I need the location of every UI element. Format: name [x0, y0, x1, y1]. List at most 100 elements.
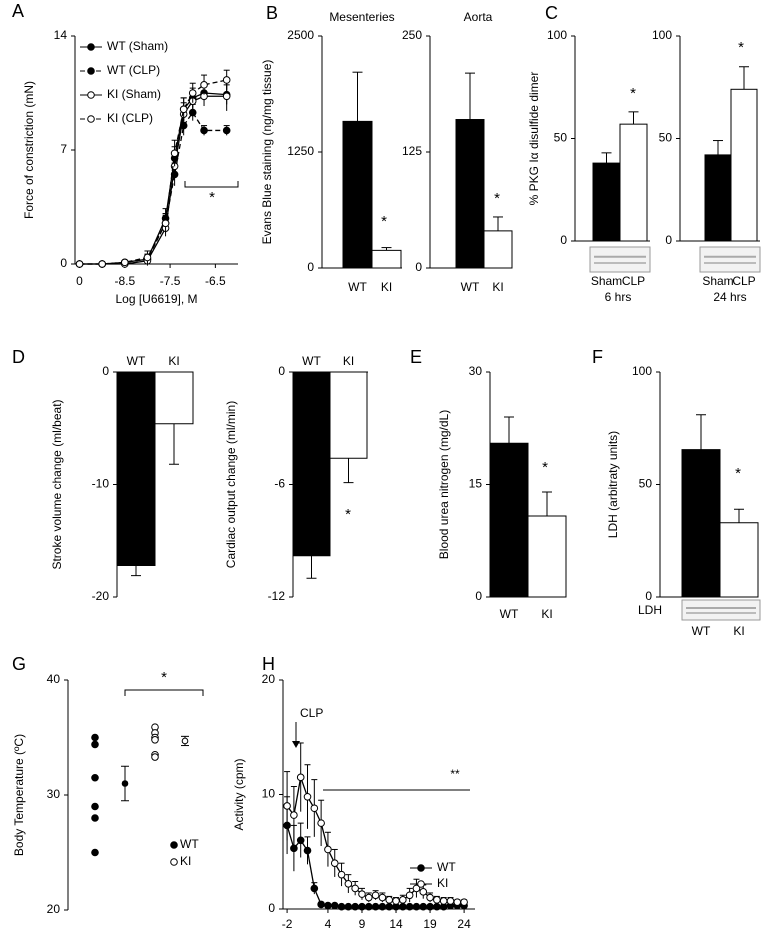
marker [344, 902, 353, 911]
y-axis-label: % PKG Iα disulfide dimer [527, 72, 541, 206]
category-label: KI [541, 607, 552, 621]
legend-label: KI (CLP) [107, 111, 153, 125]
bar [730, 88, 758, 242]
marker [222, 126, 231, 135]
category-label: CLP [732, 274, 755, 288]
chart-title: Mesenteries [329, 10, 394, 24]
point [91, 773, 99, 782]
marker [344, 880, 353, 888]
chart-subtitle: 6 hrs [605, 290, 632, 304]
marker [296, 773, 305, 782]
bar [592, 162, 621, 242]
y-tick-label: 0 [645, 589, 652, 603]
point [91, 848, 99, 857]
y-tick-label: 0 [415, 260, 422, 274]
bar [455, 119, 485, 269]
y-axis-label: Force of constriction (mN) [22, 81, 36, 219]
legend-marker [170, 841, 178, 849]
y-axis-label: Blood urea nitrogen (mg/dL) [437, 410, 451, 559]
y-tick-label: 0 [102, 364, 109, 378]
marker [405, 902, 414, 911]
legend-label: WT (Sham) [107, 39, 168, 53]
bar [483, 230, 513, 269]
bar [342, 120, 373, 269]
x-tick-label: 0 [76, 274, 83, 288]
marker [453, 898, 462, 906]
point [91, 814, 99, 822]
annotation: CLP [300, 706, 323, 720]
blot [589, 246, 651, 273]
y-tick-label: 0 [268, 901, 275, 915]
x-tick-label: 19 [423, 917, 437, 931]
y-tick-label: -20 [92, 589, 110, 603]
blot-band [686, 612, 756, 614]
marker [337, 870, 346, 879]
y-tick-label: 14 [54, 28, 68, 42]
y-tick-label: 250 [402, 28, 422, 42]
y-axis-label: Activity (cpm) [232, 758, 246, 830]
point [91, 740, 99, 749]
legend-label: WT [180, 837, 199, 851]
category-label: WT [692, 624, 711, 638]
marker [351, 902, 359, 911]
bar [681, 449, 721, 598]
blot-band [686, 607, 756, 609]
legend-marker [87, 67, 95, 75]
category-label: WT [127, 354, 146, 368]
y-axis-label: LDH (arbitraty units) [606, 431, 620, 538]
panel-label: G [12, 654, 26, 674]
legend-label: KI (Sham) [107, 87, 161, 101]
marker [222, 92, 231, 101]
marker [364, 893, 373, 902]
marker [98, 260, 106, 268]
marker [385, 902, 394, 911]
category-label: WT [302, 354, 321, 368]
chart-title: Aorta [464, 10, 493, 24]
y-tick-label: 50 [554, 131, 568, 145]
marker [317, 819, 325, 827]
x-tick-label: -8.5 [114, 274, 135, 288]
marker [200, 126, 208, 135]
annotation: ** [450, 767, 460, 781]
legend-marker [417, 880, 425, 888]
mean-marker [181, 737, 189, 745]
marker [121, 258, 129, 267]
series-line [79, 111, 227, 265]
marker [200, 81, 208, 89]
bar [619, 123, 648, 242]
legend-marker [170, 858, 178, 866]
marker [385, 896, 394, 904]
marker [419, 902, 428, 911]
bar [116, 371, 156, 566]
panel-label: D [12, 347, 25, 367]
x-tick-label: -7.5 [160, 274, 181, 288]
marker [290, 844, 298, 853]
blot-band [594, 255, 646, 258]
marker [188, 89, 197, 97]
marker [317, 900, 325, 909]
y-tick-label: -10 [92, 477, 110, 491]
legend-marker [417, 864, 425, 872]
y-tick-label: 100 [632, 364, 652, 378]
series-line [79, 79, 227, 265]
category-label: CLP [622, 274, 645, 288]
y-tick-label: 2500 [287, 28, 314, 42]
category-label: WT [348, 280, 367, 294]
series-line [79, 92, 227, 265]
y-tick-label: 7 [60, 142, 67, 156]
annotation: * [494, 190, 500, 207]
x-axis-label: Log [U6619], M [115, 292, 197, 306]
y-tick-label: 20 [47, 902, 61, 916]
marker [412, 884, 421, 893]
marker [170, 149, 179, 158]
marker [303, 846, 312, 855]
x-tick-label: 14 [389, 917, 403, 931]
y-tick-label: 20 [262, 672, 276, 686]
marker [330, 859, 339, 868]
bracket [124, 689, 204, 696]
marker [296, 836, 305, 845]
marker [439, 897, 448, 905]
marker [433, 896, 441, 904]
bar [371, 249, 402, 269]
category-label: WT [461, 280, 480, 294]
